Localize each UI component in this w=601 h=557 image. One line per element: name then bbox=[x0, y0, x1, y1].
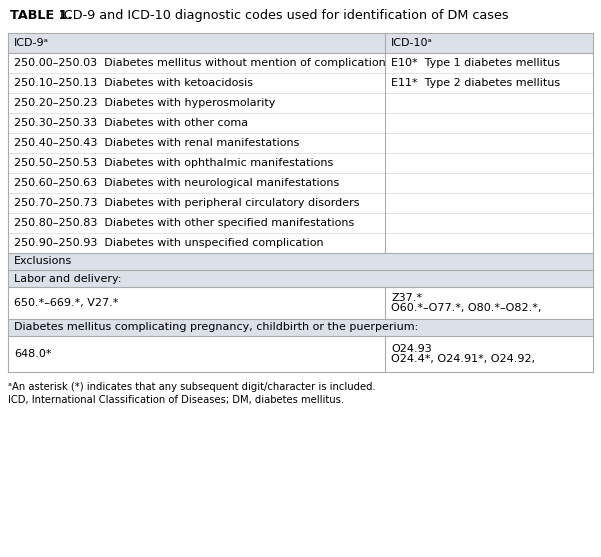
Text: Diabetes mellitus complicating pregnancy, childbirth or the puerperium:: Diabetes mellitus complicating pregnancy… bbox=[14, 323, 418, 333]
Text: E10*  Type 1 diabetes mellitus: E10* Type 1 diabetes mellitus bbox=[391, 58, 560, 68]
Text: 250.80–250.83  Diabetes with other specified manifestations: 250.80–250.83 Diabetes with other specif… bbox=[14, 218, 354, 228]
Text: TABLE 1.: TABLE 1. bbox=[10, 9, 72, 22]
Text: Exclusions: Exclusions bbox=[14, 257, 72, 266]
Text: E11*  Type 2 diabetes mellitus: E11* Type 2 diabetes mellitus bbox=[391, 78, 560, 88]
Text: 250.10–250.13  Diabetes with ketoacidosis: 250.10–250.13 Diabetes with ketoacidosis bbox=[14, 78, 253, 88]
Text: 250.70–250.73  Diabetes with peripheral circulatory disorders: 250.70–250.73 Diabetes with peripheral c… bbox=[14, 198, 359, 208]
Text: 250.50–250.53  Diabetes with ophthalmic manifestations: 250.50–250.53 Diabetes with ophthalmic m… bbox=[14, 158, 333, 168]
Bar bbox=[8, 319, 593, 336]
Text: 250.20–250.23  Diabetes with hyperosmolarity: 250.20–250.23 Diabetes with hyperosmolar… bbox=[14, 98, 275, 108]
Text: 648.0*: 648.0* bbox=[14, 349, 52, 359]
Text: ICD-9ᵃ: ICD-9ᵃ bbox=[14, 38, 49, 48]
Bar bbox=[8, 253, 593, 270]
Text: O60.*–O77.*, O80.*–O82.*,: O60.*–O77.*, O80.*–O82.*, bbox=[391, 303, 542, 313]
Text: 250.60–250.63  Diabetes with neurological manifestations: 250.60–250.63 Diabetes with neurological… bbox=[14, 178, 339, 188]
Text: ICD-9 and ICD-10 diagnostic codes used for identification of DM cases: ICD-9 and ICD-10 diagnostic codes used f… bbox=[56, 9, 508, 22]
Text: 250.90–250.93  Diabetes with unspecified complication: 250.90–250.93 Diabetes with unspecified … bbox=[14, 238, 323, 248]
Text: 250.00–250.03  Diabetes mellitus without mention of complication: 250.00–250.03 Diabetes mellitus without … bbox=[14, 58, 386, 68]
Text: 650.*–669.*, V27.*: 650.*–669.*, V27.* bbox=[14, 298, 118, 308]
Text: ICD-10ᵃ: ICD-10ᵃ bbox=[391, 38, 433, 48]
Text: 250.30–250.33  Diabetes with other coma: 250.30–250.33 Diabetes with other coma bbox=[14, 118, 248, 128]
Bar bbox=[8, 33, 593, 53]
Text: Labor and delivery:: Labor and delivery: bbox=[14, 273, 121, 284]
Text: Z37.*: Z37.* bbox=[391, 293, 422, 303]
Text: O24.93: O24.93 bbox=[391, 344, 432, 354]
Text: ᵃAn asterisk (*) indicates that any subsequent digit/character is included.: ᵃAn asterisk (*) indicates that any subs… bbox=[8, 382, 376, 392]
Bar bbox=[8, 270, 593, 287]
Text: O24.4*, O24.91*, O24.92,: O24.4*, O24.91*, O24.92, bbox=[391, 354, 535, 364]
Text: 250.40–250.43  Diabetes with renal manifestations: 250.40–250.43 Diabetes with renal manife… bbox=[14, 138, 299, 148]
Text: ICD, International Classification of Diseases; DM, diabetes mellitus.: ICD, International Classification of Dis… bbox=[8, 395, 344, 405]
